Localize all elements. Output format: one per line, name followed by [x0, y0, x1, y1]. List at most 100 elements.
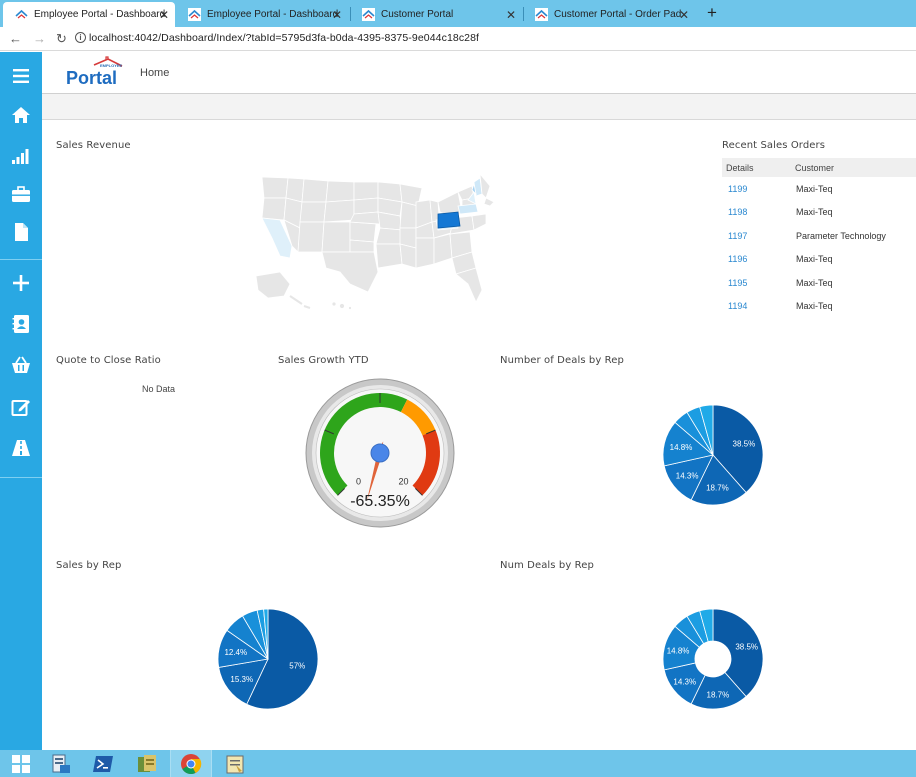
taskbar-powershell[interactable]	[82, 750, 124, 777]
start-button[interactable]	[0, 750, 42, 777]
info-icon[interactable]: i	[75, 32, 86, 43]
browser-tab-4[interactable]: Customer Portal - Order Pad ✕	[523, 2, 695, 27]
map-state	[433, 233, 453, 265]
taskbar-explorer[interactable]	[214, 750, 256, 777]
plus-icon[interactable]	[11, 273, 31, 293]
order-customer: Parameter Technology	[796, 230, 886, 241]
pie-slice	[712, 404, 764, 494]
gauge-max-label: 20	[398, 476, 408, 486]
back-icon[interactable]: ←	[9, 31, 22, 46]
map-state-highlighted	[437, 211, 461, 229]
pie-slice	[246, 608, 319, 710]
map-state	[399, 201, 419, 229]
order-link[interactable]: 1196	[728, 254, 748, 265]
server-manager-icon	[52, 754, 70, 773]
order-link[interactable]: 1195	[728, 277, 748, 288]
windows-icon	[12, 754, 30, 773]
sales-by-rep-pie[interactable]: 57% 15.3% 12.4%	[213, 604, 323, 714]
subheader-bar	[42, 94, 916, 120]
order-customer: Maxi-Teq	[796, 183, 833, 194]
map-state	[353, 181, 379, 201]
map-state	[349, 239, 375, 253]
order-link[interactable]: 1197	[728, 230, 748, 241]
map-state	[353, 197, 379, 215]
pie-slice-label: 14.3%	[676, 471, 699, 480]
contacts-icon[interactable]	[11, 314, 31, 334]
map-state	[467, 191, 477, 205]
table-row: 1198 Maxi-Teq	[722, 201, 916, 225]
tab-title: Customer Portal	[381, 9, 454, 20]
taskbar-app[interactable]	[126, 750, 168, 777]
gauge-band-1	[400, 399, 436, 436]
map-state	[261, 217, 293, 259]
browser-tab-3[interactable]: Customer Portal ✕	[350, 2, 522, 27]
order-link[interactable]: 1199	[728, 183, 748, 194]
pie-slice-label: 14.3%	[673, 677, 696, 686]
deals-by-rep-pie[interactable]: 38.5% 18.7% 14.3% 14.8%	[658, 400, 768, 510]
pie-slice	[699, 608, 714, 643]
taskbar-chrome[interactable]	[170, 750, 212, 777]
reload-icon[interactable]: ↻	[56, 31, 67, 46]
address-bar: ← → ↻ i localhost:4042/Dashboard/Index/?…	[0, 27, 916, 51]
map-state	[299, 201, 327, 223]
pie-slice-label: 18.7%	[706, 484, 729, 493]
road-icon[interactable]	[11, 438, 31, 458]
pie-slice-label: 14.8%	[667, 646, 690, 655]
close-tab-icon[interactable]: ✕	[331, 7, 342, 22]
gauge-band-0	[320, 393, 408, 496]
map-state	[399, 243, 417, 269]
home-link[interactable]: Home	[140, 67, 170, 79]
logo-small-text: EMPLOYEE	[100, 63, 123, 68]
sales-growth-gauge[interactable]: 0 20 -65.35%	[305, 378, 455, 528]
map-state	[321, 251, 379, 293]
gauge-major-tick	[415, 488, 423, 496]
portal-logo[interactable]: EMPLOYEE Portal	[64, 56, 124, 88]
num-deals-by-rep-donut[interactable]: 38.5% 18.7% 14.3% 14.8%	[658, 604, 768, 714]
map-state	[348, 306, 352, 310]
file-explorer-icon	[226, 755, 244, 773]
order-link[interactable]: 1198	[728, 207, 748, 218]
table-row: 1195 Maxi-Teq	[722, 271, 916, 295]
taskbar-server-manager[interactable]	[40, 750, 82, 777]
pie-slice-label: 57%	[289, 662, 305, 671]
pie-slice-label: 12.4%	[224, 648, 247, 657]
quote-ratio-no-data: No Data	[142, 384, 176, 394]
map-state	[323, 199, 355, 223]
sales-revenue-map[interactable]	[250, 172, 495, 310]
sales-by-rep-title: Sales by Rep	[56, 560, 122, 571]
forward-icon[interactable]: →	[33, 31, 46, 46]
map-state	[261, 176, 289, 199]
map-state	[349, 211, 381, 225]
powershell-icon	[93, 755, 113, 772]
menu-icon[interactable]	[11, 66, 31, 86]
app-folder-icon	[138, 754, 156, 772]
order-link[interactable]: 1194	[728, 301, 748, 312]
recent-orders-title: Recent Sales Orders	[722, 140, 826, 151]
portal-favicon-icon	[188, 8, 201, 21]
sales-revenue-title: Sales Revenue	[56, 140, 131, 151]
gauge-needle-hub	[370, 443, 390, 463]
map-state	[483, 197, 495, 207]
map-state	[255, 271, 291, 299]
map-state	[331, 301, 337, 307]
new-tab-button[interactable]: +	[707, 3, 717, 22]
briefcase-icon[interactable]	[11, 184, 31, 204]
basket-icon[interactable]	[11, 355, 31, 375]
home-icon[interactable]	[11, 105, 31, 125]
chrome-icon	[181, 753, 202, 774]
bar-chart-icon[interactable]	[11, 146, 31, 166]
edit-icon[interactable]	[11, 397, 31, 417]
sales-growth-title: Sales Growth YTD	[278, 355, 369, 366]
map-state	[339, 303, 345, 309]
url-field[interactable]: localhost:4042/Dashboard/Index/?tabId=57…	[89, 32, 480, 44]
close-tab-icon[interactable]: ✕	[158, 7, 169, 22]
close-tab-icon[interactable]: ✕	[678, 7, 689, 22]
gauge-band-2	[412, 430, 440, 496]
close-tab-icon[interactable]: ✕	[505, 7, 516, 22]
browser-tab-1[interactable]: Employee Portal - Dashboard ✕	[3, 2, 175, 27]
document-icon[interactable]	[11, 222, 31, 242]
map-state	[261, 197, 287, 221]
gauge-major-tick	[324, 429, 334, 435]
browser-tab-2[interactable]: Employee Portal - Dashboard ✕	[176, 2, 348, 27]
tab-title: Employee Portal - Dashboard	[207, 9, 339, 20]
